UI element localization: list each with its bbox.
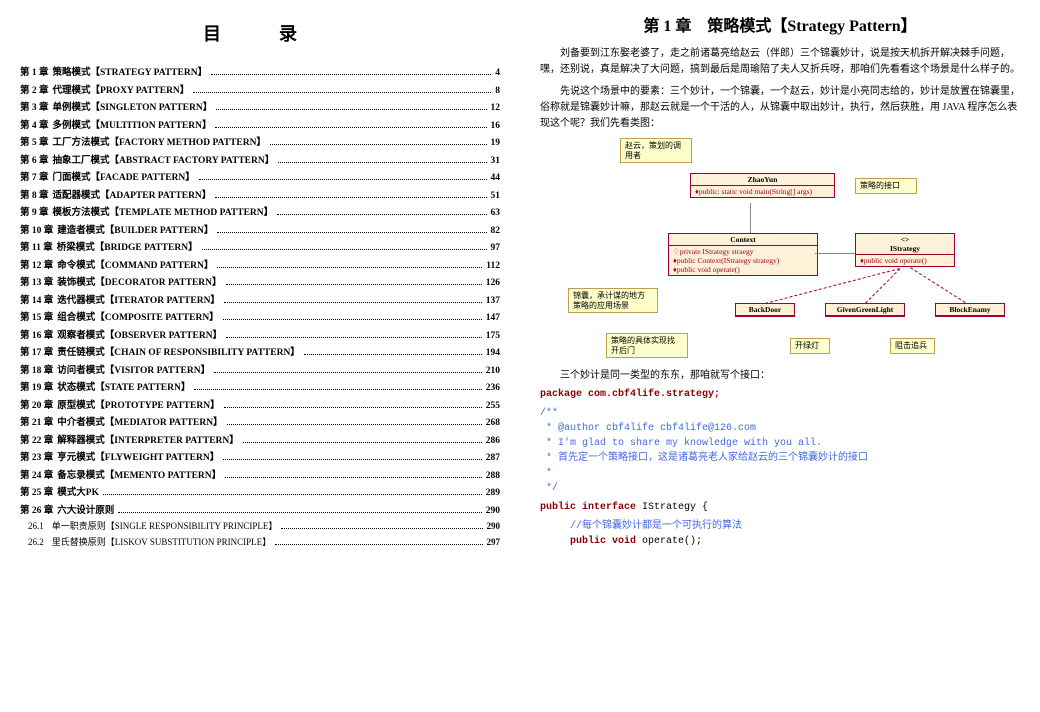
toc-item[interactable]: 第 14 章迭代器模式【ITERATOR PATTERN】137: [20, 292, 500, 306]
toc-item[interactable]: 第 6 章抽象工厂模式【ABSTRACT FACTORY PATTERN】31: [20, 152, 500, 166]
toc-item[interactable]: 第 16 章观察者模式【OBSERVER PATTERN】175: [20, 327, 500, 341]
uml-note: 开绿灯: [790, 338, 830, 354]
toc-sublist: 26.1单一职责原则【SINGLE RESPONSIBILITY PRINCIP…: [20, 519, 500, 548]
uml-note: 赵云，策划的调 用者: [620, 138, 692, 163]
uml-diagram: 赵云，策划的调 用者策略的接口锦囊，承计谋的地方 策略的应用场景策略的具体实现找…: [550, 138, 1010, 358]
toc-item[interactable]: 第 17 章责任链模式【CHAIN OF RESPONSIBILITY PATT…: [20, 344, 500, 358]
toc-item[interactable]: 第 3 章单例模式【SINGLETON PATTERN】12: [20, 99, 500, 113]
toc-item[interactable]: 第 20 章原型模式【PROTOTYPE PATTERN】255: [20, 397, 500, 411]
toc-page: 目 录 第 1 章策略模式【STRATEGY PATTERN】4 第 2 章代理模…: [0, 0, 520, 712]
toc-item[interactable]: 第 15 章组合模式【COMPOSITE PATTERN】147: [20, 309, 500, 323]
uml-note: 锦囊，承计谋的地方 策略的应用场景: [568, 288, 658, 313]
toc-item[interactable]: 第 10 章建造者模式【BUILDER PATTERN】82: [20, 222, 500, 236]
toc-item[interactable]: 第 7 章门面模式【FACADE PATTERN】44: [20, 169, 500, 183]
toc-item[interactable]: 第 2 章代理模式【PROXY PATTERN】8: [20, 82, 500, 96]
toc-item[interactable]: 第 11 章桥梁模式【BRIDGE PATTERN】97: [20, 239, 500, 253]
uml-note: 阻击追兵: [890, 338, 935, 354]
uml-class: <>IStrategy♦public void operate(): [855, 233, 955, 267]
toc-list: 第 1 章策略模式【STRATEGY PATTERN】4 第 2 章代理模式【PR…: [20, 64, 500, 516]
toc-item[interactable]: 第 1 章策略模式【STRATEGY PATTERN】4: [20, 64, 500, 78]
toc-item[interactable]: 第 5 章工厂方法模式【FACTORY METHOD PATTERN】19: [20, 134, 500, 148]
toc-subitem[interactable]: 26.2里氏替换原则【LISKOV SUBSTITUTION PRINCIPLE…: [28, 535, 500, 548]
text-1: 三个妙计是同一类型的东东，那咱就写个接口：: [540, 366, 1020, 381]
toc-item[interactable]: 第 13 章装饰模式【DECORATOR PATTERN】126: [20, 274, 500, 288]
toc-subitem[interactable]: 26.1单一职责原则【SINGLE RESPONSIBILITY PRINCIP…: [28, 519, 500, 532]
toc-item[interactable]: 第 18 章访问者模式【VISITOR PATTERN】210: [20, 362, 500, 376]
uml-note: 策略的接口: [855, 178, 917, 194]
toc-item[interactable]: 第 24 章备忘录模式【MEMENTO PATTERN】288: [20, 467, 500, 481]
chapter-page: 第 1 章 策略模式【Strategy Pattern】 刘备要到江东娶老婆了，…: [520, 0, 1040, 712]
toc-item[interactable]: 第 25 章模式大PK289: [20, 484, 500, 498]
toc-item[interactable]: 第 22 章解释器模式【INTERPRETER PATTERN】286: [20, 432, 500, 446]
toc-item[interactable]: 第 21 章中介者模式【MEDIATOR PATTERN】268: [20, 414, 500, 428]
toc-item[interactable]: 第 26 章六大设计原则290: [20, 502, 500, 516]
uml-class: BackDoor: [735, 303, 795, 317]
chapter-title: 第 1 章 策略模式【Strategy Pattern】: [540, 12, 1020, 36]
toc-item[interactable]: 第 12 章命令模式【COMMAND PATTERN】112: [20, 257, 500, 271]
code-block-2: /** * @author cbf4life cbf4life@126.com …: [540, 406, 1020, 496]
toc-item[interactable]: 第 8 章适配器模式【ADAPTER PATTERN】51: [20, 187, 500, 201]
code-block-4: //每个锦囊妙计都是一个可执行的算法 public void operate()…: [540, 519, 1020, 549]
uml-class: ZhaoYun♦public: static void main(String[…: [690, 173, 835, 198]
toc-item[interactable]: 第 9 章模板方法模式【TEMPLATE METHOD PATTERN】63: [20, 204, 500, 218]
code-block-1: package com.cbf4life.strategy;: [540, 387, 1020, 402]
toc-title: 目 录: [20, 20, 500, 46]
code-block-3: public interface IStrategy {: [540, 500, 1020, 515]
uml-note: 策略的具体实现找 开后门: [606, 333, 688, 358]
para-2: 先说这个场景中的要素：三个妙计，一个锦囊，一个赵云，妙计是小亮同志给的，妙计是放…: [540, 84, 1020, 132]
toc-item[interactable]: 第 4 章多例模式【MULTITION PATTERN】16: [20, 117, 500, 131]
uml-class: Context♢private IStrategy straegy♦public…: [668, 233, 818, 276]
para-1: 刘备要到江东娶老婆了，走之前诸葛亮给赵云（伴郎）三个锦囊妙计，说是按天机拆开解决…: [540, 46, 1020, 78]
toc-item[interactable]: 第 19 章状态模式【STATE PATTERN】236: [20, 379, 500, 393]
toc-item[interactable]: 第 23 章亨元模式【FLYWEIGHT PATTERN】287: [20, 449, 500, 463]
uml-class: GivenGreenLight: [825, 303, 905, 317]
uml-class: BlockEnamy: [935, 303, 1005, 317]
